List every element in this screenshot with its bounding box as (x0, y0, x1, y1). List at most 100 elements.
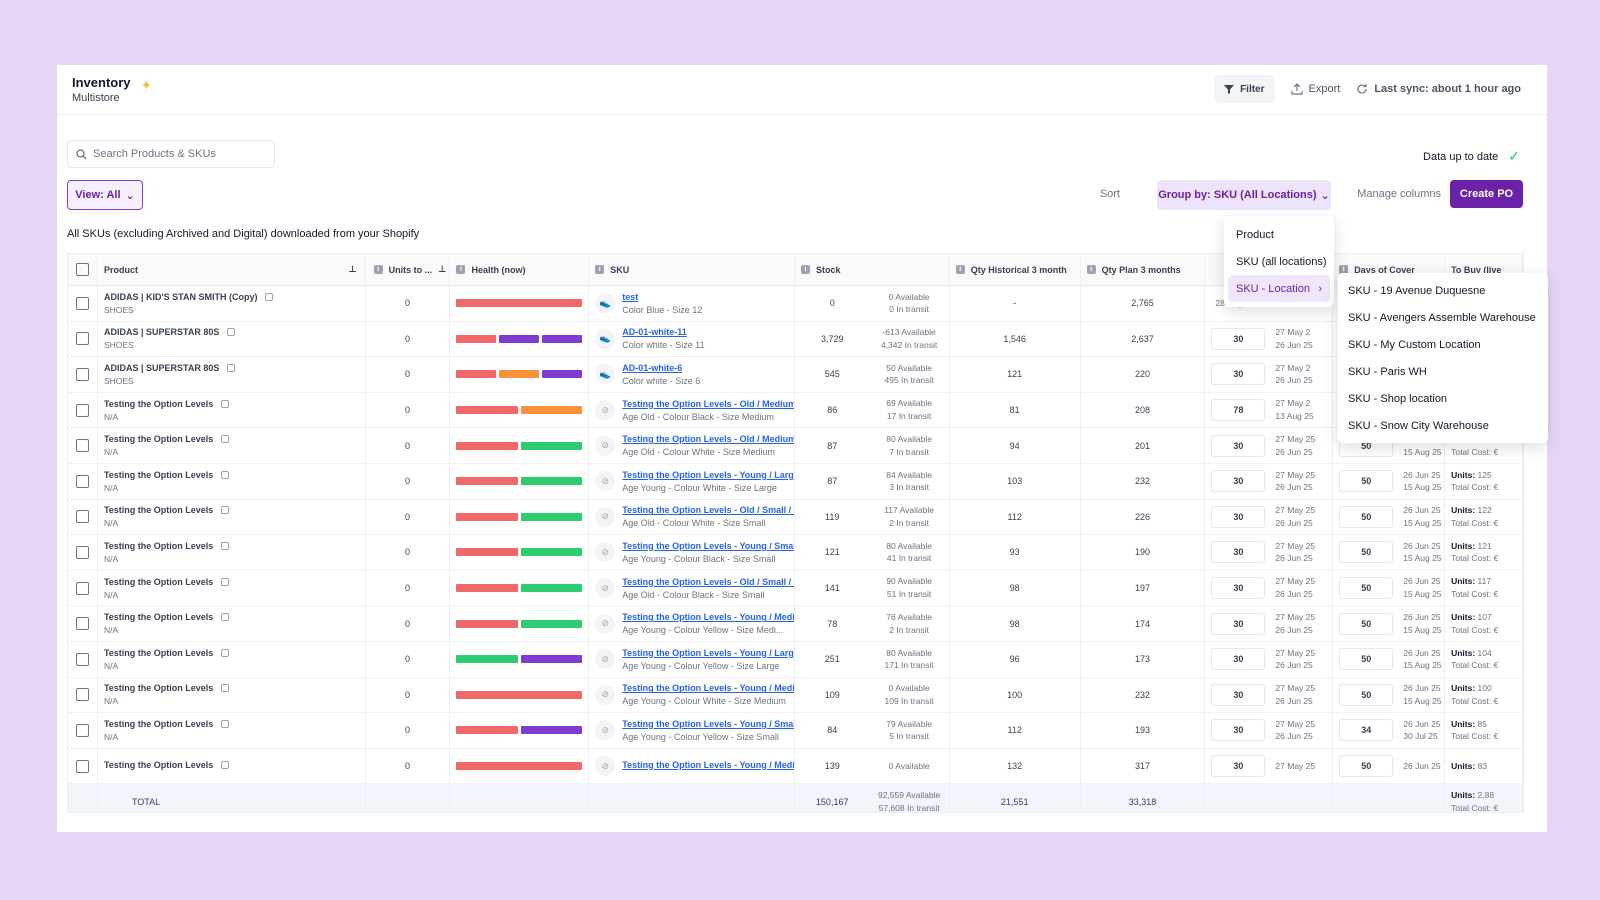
table-row[interactable]: Testing the Option Levels N/A 0 ⊘ Testing th… (68, 535, 1523, 571)
copy-icon[interactable] (221, 399, 230, 408)
table-row[interactable]: ADIDAS | SUPERSTAR 80S SHOES 0 👟 AD-01-white… (68, 357, 1523, 393)
group-by-option[interactable]: Product (1228, 221, 1330, 248)
column-sku[interactable]: i SKU (589, 254, 795, 285)
pin-icon[interactable]: ⊥ (438, 264, 447, 274)
filter-button[interactable]: Filter (1214, 75, 1275, 103)
create-po-button[interactable]: Create PO (1450, 180, 1523, 208)
row-checkbox[interactable] (75, 332, 89, 346)
row-checkbox[interactable] (75, 367, 89, 381)
view-selector[interactable]: View: All ⌄ (67, 180, 143, 210)
lead-time-input[interactable]: 30 (1211, 470, 1266, 493)
product-name[interactable]: ADIDAS | SUPERSTAR 80S (104, 363, 236, 373)
copy-icon[interactable] (221, 719, 230, 728)
cover-input[interactable]: 50 (1339, 470, 1394, 493)
lead-time-input[interactable]: 78 (1211, 399, 1266, 422)
table-row[interactable]: Testing the Option Levels N/A 0 ⊘ Testing th… (68, 642, 1523, 678)
row-checkbox[interactable] (75, 617, 89, 631)
sku-link[interactable]: Testing the Option Levels - Old / Medium (622, 434, 794, 445)
group-by-button[interactable]: Group by: SKU (All Locations) ⌄ (1157, 180, 1331, 210)
sku-link[interactable]: AD-01-white-11 (622, 327, 687, 338)
table-row[interactable]: Testing the Option Levels N/A 0 ⊘ Testing th… (68, 392, 1523, 429)
copy-icon[interactable] (221, 760, 230, 769)
cover-input[interactable]: 50 (1339, 505, 1394, 528)
product-name[interactable]: Testing the Option Levels (104, 577, 230, 587)
copy-icon[interactable] (221, 648, 230, 657)
cover-input[interactable]: 50 (1339, 612, 1394, 635)
row-checkbox[interactable] (75, 474, 89, 488)
cover-input[interactable]: 50 (1339, 683, 1394, 706)
group-by-option[interactable]: SKU (all locations) (1228, 248, 1330, 275)
row-checkbox[interactable] (75, 759, 89, 773)
sku-link[interactable]: Testing the Option Levels - Old / Small … (622, 505, 794, 516)
lead-time-input[interactable]: 30 (1211, 434, 1266, 457)
column-health[interactable]: i Health (now) (450, 254, 590, 285)
sku-link[interactable]: Testing the Option Levels - Young / Medi (622, 612, 794, 623)
sku-link[interactable]: Testing the Option Levels - Young / Larg… (622, 647, 794, 658)
lead-time-input[interactable]: 30 (1211, 719, 1266, 742)
sku-link[interactable]: Testing the Option Levels - Young / Smal… (622, 718, 794, 729)
location-option[interactable]: SKU - 19 Avenue Duquesne (1348, 284, 1486, 297)
product-name[interactable]: Testing the Option Levels (104, 612, 230, 622)
manage-columns-button[interactable]: Manage columns (1357, 188, 1441, 200)
select-all-checkbox[interactable] (75, 263, 89, 276)
search-input[interactable]: Search Products & SKUs (67, 140, 275, 168)
copy-icon[interactable] (221, 506, 230, 515)
row-checkbox[interactable] (75, 545, 89, 559)
product-name[interactable]: Testing the Option Levels (104, 505, 230, 515)
cover-input[interactable]: 50 (1339, 755, 1394, 778)
table-row[interactable]: Testing the Option Levels N/A 0 ⊘ Testing th… (68, 428, 1523, 464)
table-row[interactable]: Testing the Option Levels N/A 0 ⊘ Testing th… (68, 570, 1523, 607)
cover-input[interactable]: 34 (1339, 719, 1394, 742)
product-name[interactable]: Testing the Option Levels (104, 399, 230, 409)
column-product[interactable]: Product ⊥ (98, 254, 366, 285)
sku-link[interactable]: Testing the Option Levels - Young / Larg… (622, 469, 794, 480)
copy-icon[interactable] (221, 435, 230, 444)
lead-time-input[interactable]: 30 (1211, 612, 1266, 635)
product-name[interactable]: Testing the Option Levels (104, 683, 230, 693)
sync-button[interactable]: Last sync: about 1 hour ago (1356, 83, 1521, 95)
table-row[interactable]: Testing the Option Levels 0 ⊘ Testing the O… (68, 748, 1523, 785)
location-option[interactable]: SKU - My Custom Location (1348, 338, 1481, 351)
lead-time-input[interactable]: 30 (1211, 648, 1266, 671)
location-option[interactable]: SKU - Paris WH (1348, 365, 1427, 378)
table-row[interactable]: Testing the Option Levels N/A 0 ⊘ Testing th… (68, 464, 1523, 500)
column-units[interactable]: i Units to ... ⊥ (366, 254, 451, 285)
product-name[interactable]: Testing the Option Levels (104, 719, 230, 729)
lead-time-input[interactable]: 30 (1211, 541, 1266, 564)
sort-button[interactable]: Sort (1099, 188, 1120, 200)
product-name[interactable]: Testing the Option Levels (104, 434, 230, 444)
product-name[interactable]: Testing the Option Levels (104, 541, 230, 551)
lead-time-input[interactable]: 30 (1211, 755, 1266, 778)
lead-time-input[interactable]: 30 (1211, 363, 1266, 386)
column-stock[interactable]: i Stock (795, 254, 950, 285)
column-tobuy[interactable]: To Buy (live (1445, 254, 1523, 285)
table-row[interactable]: Testing the Option Levels N/A 0 ⊘ Testing th… (68, 606, 1523, 642)
table-row[interactable]: Testing the Option Levels N/A 0 ⊘ Testing th… (68, 713, 1523, 749)
column-plan[interactable]: i Qty Plan 3 months (1081, 254, 1206, 285)
group-by-option[interactable]: SKU - Location › (1228, 275, 1330, 302)
product-name[interactable]: Testing the Option Levels (104, 648, 230, 658)
location-option[interactable]: SKU - Avengers Assemble Warehouse (1348, 311, 1536, 324)
row-checkbox[interactable] (75, 581, 89, 595)
lead-time-input[interactable]: 30 (1211, 327, 1266, 350)
product-name[interactable]: ADIDAS | KID'S STAN SMITH (Copy) (104, 292, 274, 302)
pin-icon[interactable]: ⊥ (348, 264, 357, 274)
cover-input[interactable]: 50 (1339, 541, 1394, 564)
table-row[interactable]: Testing the Option Levels N/A 0 ⊘ Testing th… (68, 677, 1523, 714)
table-row[interactable]: Testing the Option Levels N/A 0 ⊘ Testing th… (68, 499, 1523, 536)
sku-link[interactable]: Testing the Option Levels - Old / Small … (622, 576, 794, 587)
copy-icon[interactable] (221, 541, 230, 550)
product-name[interactable]: Testing the Option Levels (104, 470, 230, 480)
product-name[interactable]: ADIDAS | SUPERSTAR 80S (104, 327, 236, 337)
copy-icon[interactable] (221, 577, 230, 586)
sku-link[interactable]: AD-01-white-6 (622, 362, 683, 373)
copy-icon[interactable] (221, 684, 230, 693)
column-hist[interactable]: i Qty Historical 3 month (950, 254, 1081, 285)
cover-input[interactable]: 50 (1339, 577, 1394, 600)
product-name[interactable]: Testing the Option Levels (104, 760, 230, 770)
row-checkbox[interactable] (75, 296, 89, 310)
sku-link[interactable]: Testing the Option Levels - Old / Medium (622, 398, 794, 409)
table-row[interactable]: ADIDAS | SUPERSTAR 80S SHOES 0 👟 AD-01-white… (68, 321, 1523, 358)
copy-icon[interactable] (227, 328, 236, 337)
copy-icon[interactable] (221, 613, 230, 622)
